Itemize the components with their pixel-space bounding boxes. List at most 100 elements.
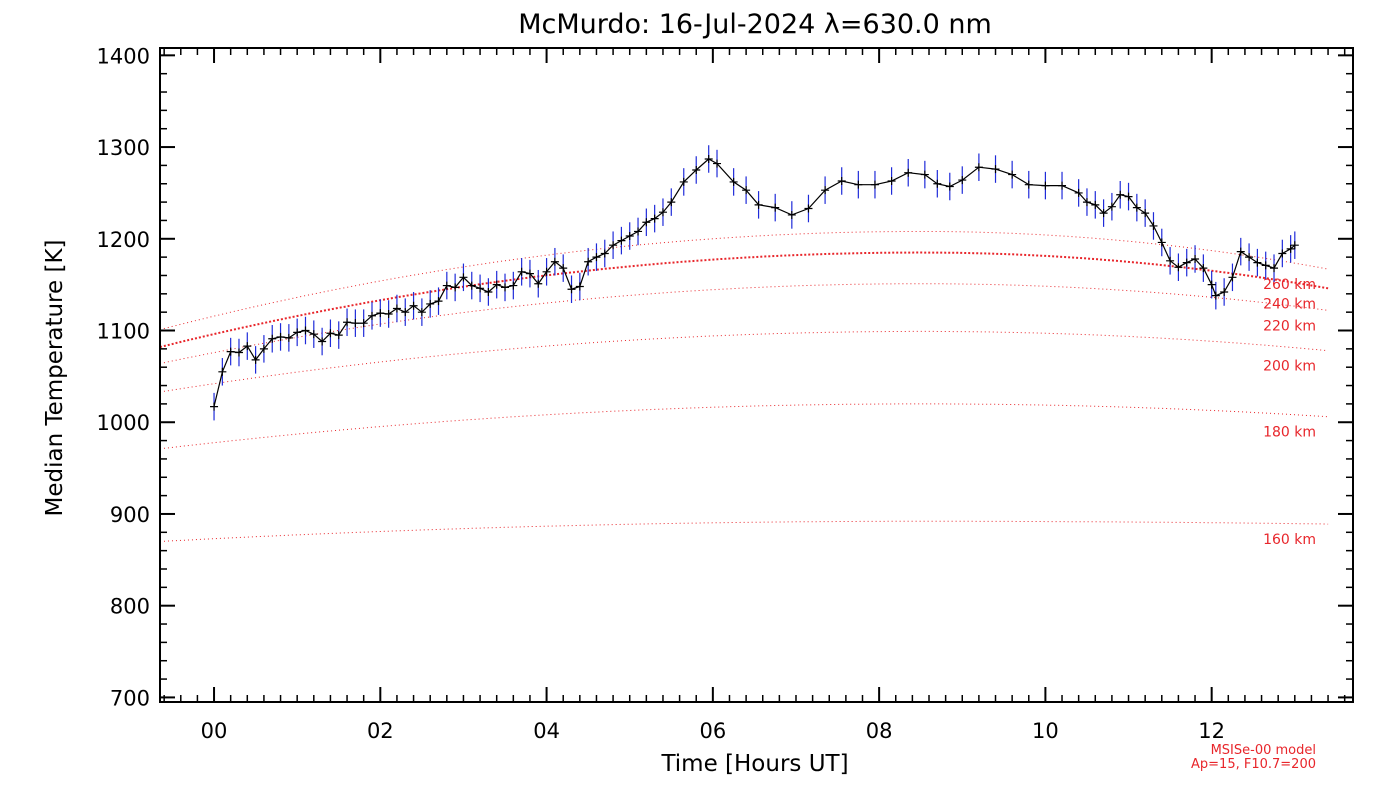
data-point [625,232,634,241]
data-point [426,299,435,308]
x-tick-label: 08 [866,719,893,743]
data-point [958,176,967,185]
data-point [945,182,954,191]
model-curve-2 [159,330,1329,393]
data-point [1211,291,1220,300]
data-point [821,186,830,195]
data-point [887,177,896,186]
data-point [667,198,676,207]
data-point [650,214,659,223]
measured-series [210,154,1299,411]
y-tick-label: 900 [110,503,150,527]
y-tick-label: 1200 [97,228,150,252]
data-point [1157,238,1166,247]
data-point [1124,192,1133,201]
data-point [658,208,667,217]
data-point [326,329,335,338]
data-point [334,331,343,340]
y-tick-label: 700 [110,686,150,710]
model-curve-label: 200 km [1263,359,1316,375]
data-point [434,297,443,306]
data-point [1261,261,1270,270]
data-point [376,309,385,318]
data-point [1166,256,1175,265]
model-curve-0 [159,520,1329,542]
data-point [567,285,576,294]
x-tick-label: 00 [201,719,228,743]
data-point [1236,247,1245,256]
data-point [771,203,780,212]
data-point [870,180,879,189]
model-curve-label: 160 km [1263,532,1316,548]
data-point [1207,280,1216,289]
data-point [293,328,302,337]
x-tick-labels: 00 02 04 06 08 10 12 [201,719,1225,743]
model-curve-label: 260 km [1263,277,1316,293]
model-curve-label: 240 km [1263,296,1316,312]
measured-line [213,158,1296,407]
data-point [974,163,983,172]
data-point [609,241,618,250]
data-point [259,344,268,353]
data-point [837,177,846,186]
data-point [1008,170,1017,179]
data-point [1149,221,1158,230]
data-point [1082,198,1091,207]
x-axis-label: Time [Hours UT] [660,751,848,777]
data-point [451,283,460,292]
data-point [1220,287,1229,296]
model-params-note: Ap=15, F10.7=200 [1191,757,1316,772]
data-point [550,257,559,266]
data-point [1286,244,1295,253]
data-point [559,264,568,273]
y-tick-label: 1400 [97,44,150,68]
model-curve-5 [159,231,1329,331]
data-point [692,165,701,174]
data-point [392,304,401,313]
data-point [787,210,796,219]
data-point [1074,188,1083,197]
data-point [509,281,518,290]
data-point [467,281,476,290]
data-point [1058,181,1067,190]
model-curve-label: 220 km [1263,318,1316,334]
model-curve-4 [159,251,1329,348]
data-point [617,236,626,245]
data-point [592,253,601,262]
data-point [492,280,501,289]
y-tick-label: 800 [110,595,150,619]
data-point [226,347,235,356]
data-point [1253,258,1262,267]
data-point [1191,254,1200,263]
data-point [679,177,688,186]
data-point [1182,258,1191,267]
y-tick-label: 1000 [97,411,150,435]
data-point [367,311,376,320]
data-point [351,319,360,328]
data-point [933,179,942,188]
model-curve-3 [159,283,1329,364]
data-point [384,310,393,319]
data-point [301,326,310,335]
data-point [1132,203,1141,212]
data-point [1091,200,1100,209]
data-point [904,168,913,177]
data-point [1024,180,1033,189]
data-point [920,170,929,179]
data-point [600,249,609,258]
error-bars [213,145,1296,421]
data-point [476,284,485,293]
axis-ticks [160,48,1353,702]
plot-frame [159,47,1354,703]
data-point [1174,263,1183,272]
data-point [584,257,593,266]
data-point [442,281,451,290]
data-point [309,330,318,339]
data-point [642,218,651,227]
y-tick-label: 1300 [97,136,150,160]
data-point [729,177,738,186]
data-point [854,180,863,189]
data-point [401,308,410,317]
x-tick-label: 02 [367,719,394,743]
